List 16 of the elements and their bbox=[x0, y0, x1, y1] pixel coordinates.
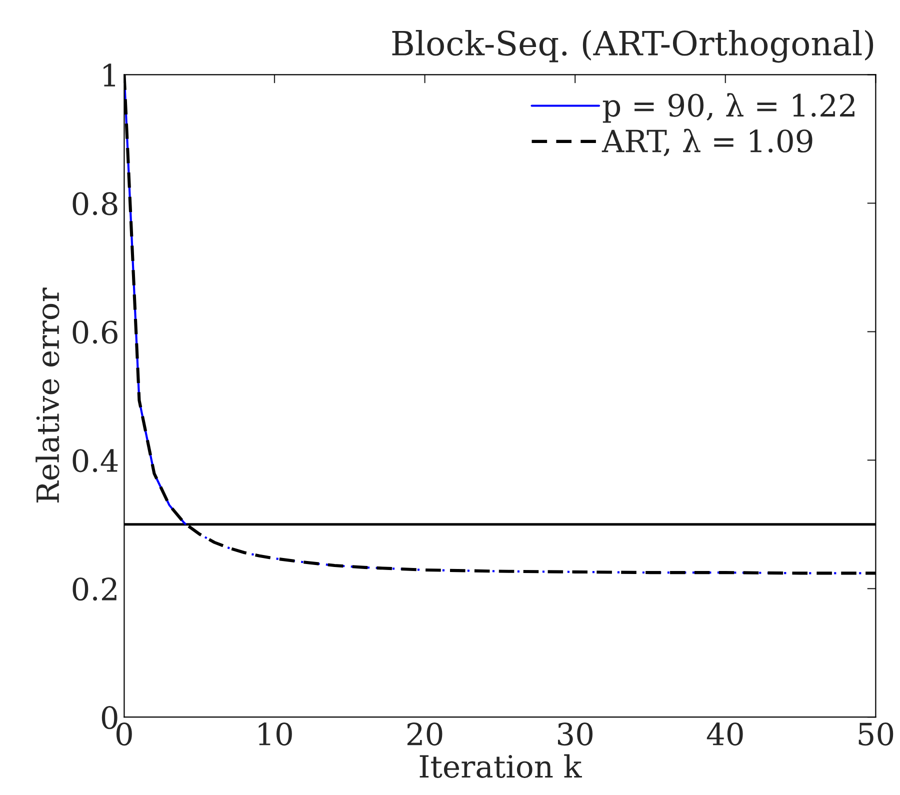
x-tick-label: 20 bbox=[407, 722, 442, 746]
x-tick-label: 40 bbox=[706, 722, 743, 746]
x-tick-label: 50 bbox=[858, 722, 894, 746]
y-axis-title: Relative error bbox=[36, 288, 60, 502]
y-tick-label: 0 bbox=[102, 706, 118, 730]
x-axis-title: Iteration k bbox=[420, 754, 582, 778]
y-tick-label: 1 bbox=[104, 64, 115, 86]
legend-label: p = 90, λ = 1.22 bbox=[602, 93, 854, 123]
y-tick-label: 0.6 bbox=[72, 320, 118, 344]
y-tick-label: 0.8 bbox=[72, 192, 118, 216]
x-tick-label: 30 bbox=[558, 722, 593, 746]
legend-label: ART, λ = 1.09 bbox=[602, 128, 812, 156]
chart-title: Block-Seq. (ART-Orthogonal) bbox=[392, 30, 874, 63]
y-tick-label: 0.2 bbox=[72, 578, 116, 601]
x-tick-label: 10 bbox=[258, 722, 292, 746]
y-tick-label: 0.4 bbox=[72, 449, 118, 472]
